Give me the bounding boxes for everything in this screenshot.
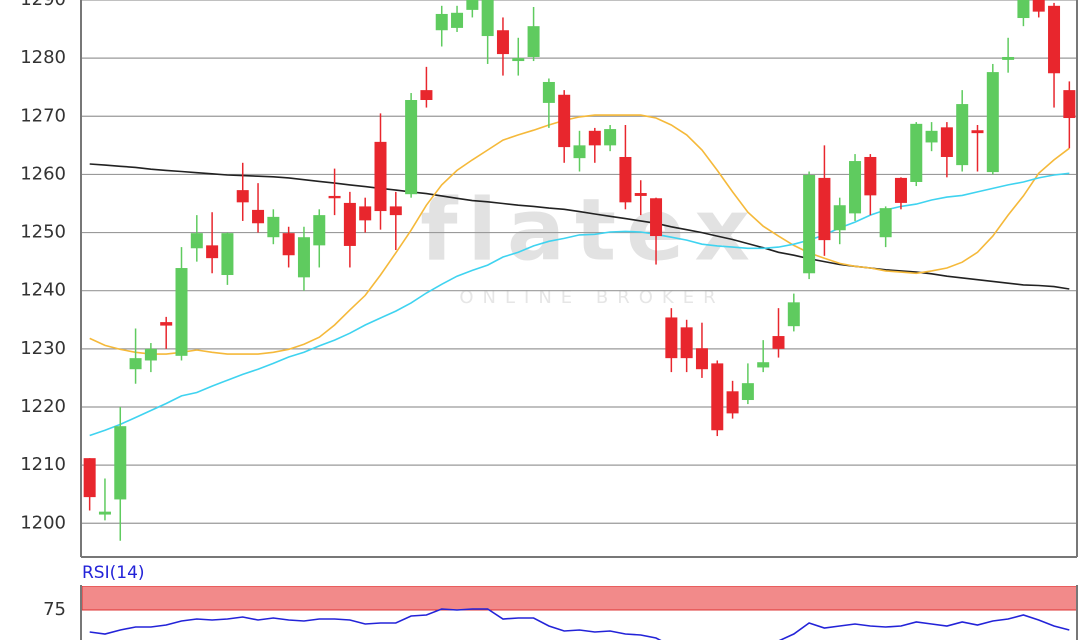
candle-body bbox=[496, 30, 509, 55]
candle-body bbox=[757, 362, 770, 368]
candle-body bbox=[803, 175, 816, 274]
candle-body bbox=[894, 177, 907, 203]
candle-body bbox=[83, 458, 96, 498]
candle-body bbox=[680, 327, 693, 359]
candle-body bbox=[787, 302, 800, 327]
candle-body bbox=[665, 317, 678, 359]
candle-body bbox=[986, 72, 999, 173]
candle-body bbox=[190, 233, 203, 249]
rsi-line bbox=[89, 608, 1070, 640]
candle-body bbox=[420, 90, 433, 101]
candle-body bbox=[619, 156, 632, 203]
candle-body bbox=[864, 156, 877, 196]
candle-body bbox=[359, 206, 372, 221]
candle-body bbox=[389, 206, 402, 216]
candle-body bbox=[695, 348, 708, 370]
candle-body bbox=[1032, 0, 1045, 12]
candle-body bbox=[588, 130, 601, 146]
candle-body bbox=[98, 511, 111, 515]
candle-body bbox=[1048, 5, 1061, 74]
moving-average bbox=[89, 114, 1070, 355]
candle-body bbox=[328, 195, 341, 199]
y-tick-label: 1270 bbox=[20, 105, 66, 126]
y-tick-label: 1250 bbox=[20, 222, 66, 243]
candle-body bbox=[313, 215, 326, 246]
y-tick-label: 1230 bbox=[20, 338, 66, 359]
candle-body bbox=[527, 26, 540, 57]
candle-body bbox=[1017, 0, 1030, 19]
rsi-title: RSI(14) bbox=[82, 563, 145, 583]
candle-body bbox=[297, 237, 310, 278]
candle-body bbox=[971, 130, 984, 134]
candle-body bbox=[221, 233, 234, 276]
candle-body bbox=[206, 245, 219, 259]
candle-body bbox=[940, 127, 953, 157]
candle-body bbox=[879, 208, 892, 238]
candle-body bbox=[956, 104, 969, 166]
candle-body bbox=[343, 202, 356, 246]
candle-body bbox=[849, 161, 862, 214]
candle-body bbox=[160, 322, 173, 326]
candle-body bbox=[573, 145, 586, 159]
candle-body bbox=[772, 336, 785, 349]
candle-body bbox=[558, 94, 571, 148]
watermark-logo: flatex bbox=[420, 180, 760, 280]
candle-body bbox=[833, 205, 846, 231]
candle-body bbox=[711, 363, 724, 431]
watermark: flatex ONLINE BROKER bbox=[420, 180, 760, 308]
candle-body bbox=[481, 0, 494, 37]
overbought-band bbox=[82, 586, 1077, 611]
panel bbox=[82, 0, 1077, 541]
y-tick-label: 1260 bbox=[20, 163, 66, 184]
candle-body bbox=[741, 383, 754, 401]
candle-body bbox=[282, 233, 295, 256]
watermark-tagline: ONLINE BROKER bbox=[459, 287, 724, 308]
candle-body bbox=[466, 0, 479, 10]
candle-body bbox=[451, 12, 464, 28]
candle-body bbox=[236, 190, 249, 203]
y-tick-label: 75 bbox=[43, 599, 66, 620]
candle-body bbox=[818, 177, 831, 241]
candle-body bbox=[252, 209, 265, 224]
candle-body bbox=[650, 198, 663, 237]
y-tick-label: 1240 bbox=[20, 280, 66, 301]
candle-body bbox=[175, 268, 188, 356]
candle-body bbox=[910, 123, 923, 182]
moving-average bbox=[89, 172, 1070, 437]
candle-body bbox=[1002, 56, 1015, 60]
candle-body bbox=[542, 81, 555, 103]
candle-body bbox=[267, 216, 280, 238]
candle-body bbox=[374, 141, 387, 212]
candle-body bbox=[726, 391, 739, 414]
candle-body bbox=[129, 358, 142, 370]
candle-body bbox=[114, 426, 127, 500]
candle-body bbox=[925, 130, 938, 143]
moving-average bbox=[89, 163, 1070, 290]
candle-body bbox=[1063, 90, 1076, 119]
y-tick-label: 1220 bbox=[20, 396, 66, 417]
y-tick-label: 1280 bbox=[20, 47, 66, 68]
candle-body bbox=[604, 129, 617, 146]
panel bbox=[82, 586, 1077, 640]
candle-body bbox=[435, 13, 448, 31]
y-tick-label: 1200 bbox=[20, 512, 66, 533]
candle-body bbox=[144, 348, 157, 361]
candle-body bbox=[405, 100, 418, 195]
y-tick-label: 1210 bbox=[20, 454, 66, 475]
candle-body bbox=[512, 58, 525, 62]
candle-body bbox=[634, 193, 647, 196]
y-tick-label: 1290 bbox=[20, 0, 66, 10]
